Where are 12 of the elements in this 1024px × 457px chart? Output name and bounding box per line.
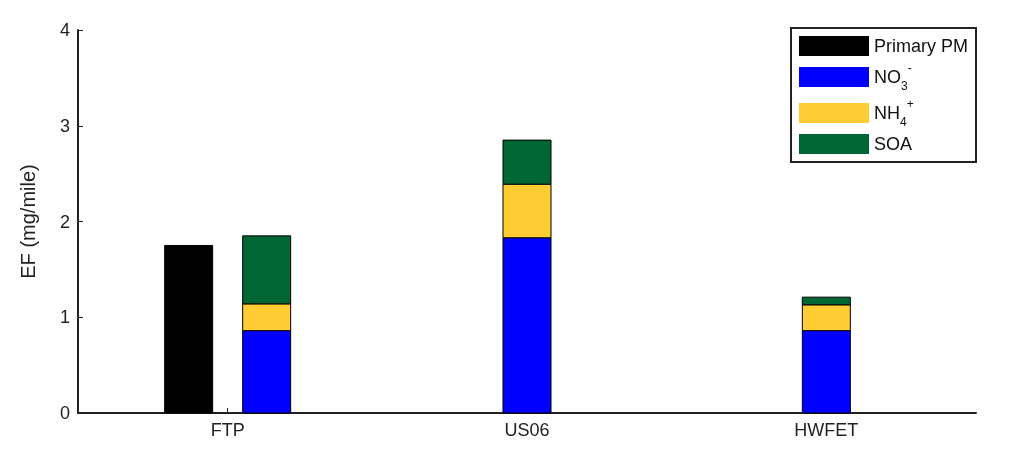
x-tick-label: FTP: [210, 420, 245, 440]
bar: [164, 244, 214, 414]
y-tick-label: 1: [59, 307, 70, 328]
legend-label: Primary PM: [874, 36, 968, 56]
y-tick-label: 2: [59, 211, 70, 232]
y-tick-label: 4: [59, 20, 70, 40]
y-axis-title: EF (mg/mile): [17, 164, 39, 279]
x-tick-label: HWFET: [794, 420, 859, 440]
legend-label: SOA: [874, 134, 913, 154]
x-tick-label: US06: [504, 420, 550, 440]
y-tick-label: 0: [59, 403, 70, 423]
y-tick-label: 3: [59, 115, 70, 136]
